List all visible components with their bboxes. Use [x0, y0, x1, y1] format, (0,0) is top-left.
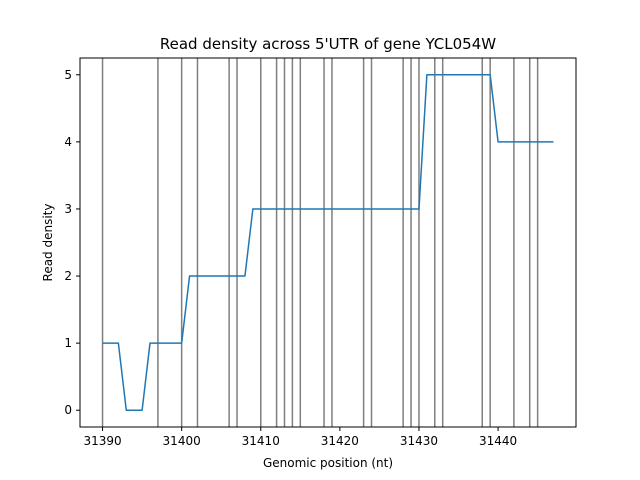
- x-axis-ticks: 31390 31400 31410 31420 31430 31440: [83, 427, 517, 448]
- y-axis-label: Read density: [41, 204, 55, 282]
- x-tick-label: 31410: [242, 434, 280, 448]
- y-axis-ticks: 0 1 2 3 4 5: [64, 68, 80, 417]
- y-tick-label: 4: [64, 135, 72, 149]
- x-tick-label: 31390: [83, 434, 121, 448]
- y-tick-label: 1: [64, 336, 72, 350]
- vertical-markers: [101, 58, 539, 427]
- y-tick-label: 2: [64, 269, 72, 283]
- y-tick-label: 0: [64, 403, 72, 417]
- series-line: [102, 74, 554, 411]
- x-tick-label: 31430: [400, 434, 438, 448]
- y-tick-label: 3: [64, 202, 72, 216]
- chart-title: Read density across 5'UTR of gene YCL054…: [160, 35, 496, 53]
- x-axis-label: Genomic position (nt): [263, 456, 393, 470]
- series-group: [102, 74, 554, 411]
- x-tick-label: 31400: [163, 434, 201, 448]
- x-tick-label: 31420: [321, 434, 359, 448]
- y-tick-label: 5: [64, 68, 72, 82]
- plot-frame: [79, 57, 577, 428]
- x-tick-label: 31440: [479, 434, 517, 448]
